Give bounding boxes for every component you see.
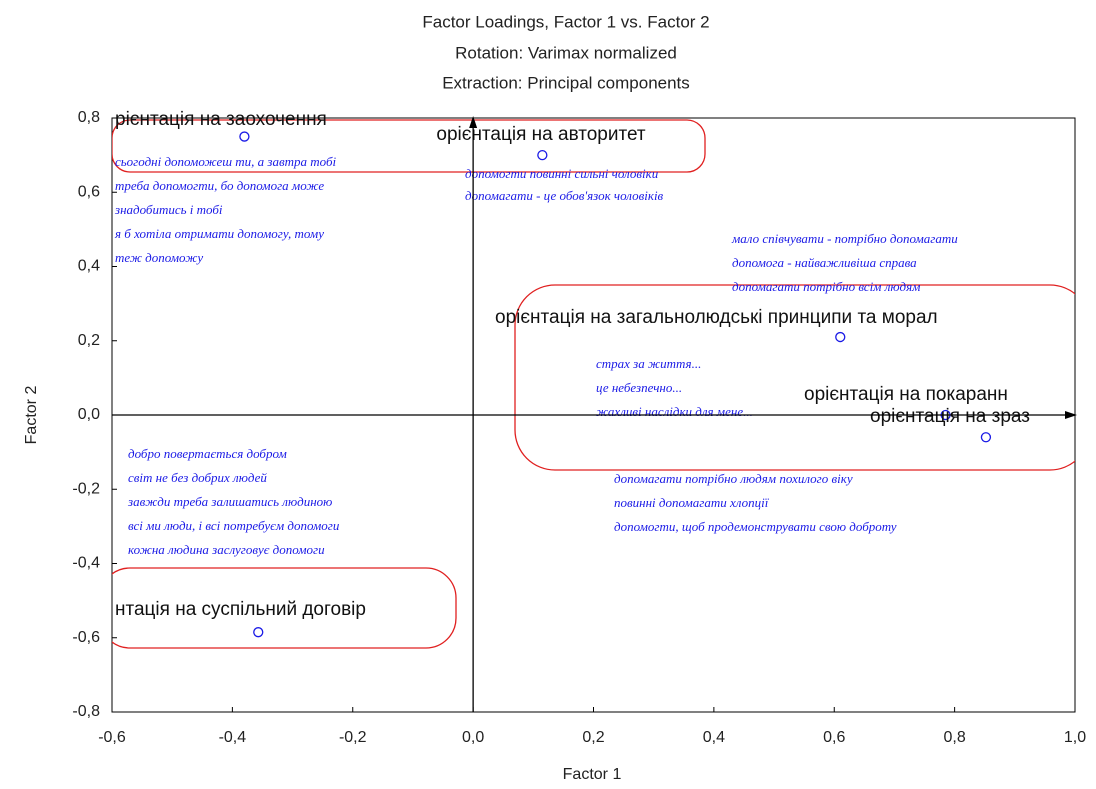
x-tick-label: 0,0 (462, 729, 484, 746)
point-label: орієнтація на зраз (870, 406, 1030, 427)
y-axis-label: Factor 2 (23, 386, 40, 445)
annotation: допомога - найважливіша справа (732, 255, 917, 270)
annotation: мало співчувати - потрібно допомагати (731, 231, 958, 246)
axis-arrow (1065, 411, 1077, 419)
point (835, 331, 846, 343)
annotation: кожна людина заслуговує допомоги (128, 542, 325, 557)
x-tick-label: 1,0 (1064, 729, 1086, 746)
y-tick-label: 0,2 (78, 332, 100, 349)
annotation: сьогодні допоможеш ти, а завтра тобі (115, 154, 337, 169)
point (253, 627, 264, 638)
y-tick-label: 0,4 (78, 258, 100, 275)
annotation: треба допомогти, бо допомога може (115, 178, 324, 193)
annotation: я б хотіла отримати допомогу, тому (114, 226, 324, 241)
x-tick-label: -0,4 (219, 729, 247, 746)
y-tick-label: 0,8 (78, 109, 100, 126)
chart-title: Factor Loadings, Factor 1 vs. Factor 2 (422, 12, 709, 31)
y-tick-label: 0,6 (78, 183, 100, 200)
x-tick-label: -0,6 (98, 729, 126, 746)
x-axis-label: Factor 1 (563, 766, 622, 783)
chart-subtitle: Extraction: Principal components (442, 73, 690, 92)
point-label: рієнтація на заохочення (115, 109, 327, 130)
annotation: теж допоможу (115, 250, 203, 265)
annotation: повинні допомагати хлопції (614, 495, 770, 510)
annotation: знадобитись і тобі (114, 202, 223, 217)
x-tick-label: 0,6 (823, 729, 845, 746)
x-tick-label: 0,8 (944, 729, 966, 746)
annotation: допомогти, щоб продемонструвати свою доб… (614, 519, 897, 534)
point (537, 149, 548, 161)
plot-area: рієнтація на заохочення орієнтація на авт… (112, 109, 1075, 649)
chart-subtitle: Rotation: Varimax normalized (455, 43, 677, 62)
annotation: світ не без добрих людей (128, 470, 267, 485)
point (239, 131, 250, 142)
annotation: допомагати потрібно всім людям (732, 279, 920, 294)
annotation: всі ми люди, і всі потребуєм допомоги (128, 518, 340, 533)
highlight (514, 284, 1075, 471)
y-tick-label: -0,6 (72, 629, 100, 646)
x-tick-label: -0,2 (339, 729, 367, 746)
x-tick-label: 0,4 (703, 729, 725, 746)
y-tick-label: -0,4 (72, 555, 100, 572)
point-label: орієнтація на загальнолюдські принципи т… (495, 307, 938, 328)
annotation: добро повертається добром (128, 446, 287, 461)
annotation: допомагати - це обов'язок чоловіків (465, 188, 664, 203)
annotation: страх за життя... (596, 356, 701, 371)
annotation: допомагати потрібно людям похилого віку (614, 471, 853, 486)
axis-arrow (469, 116, 478, 128)
annotation: завжди треба залишатись людиною (127, 494, 332, 509)
annotation: це небезпечно... (596, 380, 682, 395)
highlight (112, 119, 706, 173)
point-label: нтація на суспільний договір (115, 599, 366, 620)
point (980, 432, 992, 443)
annotation: допомогти повинні сильні чоловіки (465, 166, 659, 181)
point-label: орієнтація на покаранн (804, 384, 1008, 405)
y-tick-label: -0,2 (72, 480, 100, 497)
y-tick-label: -0,8 (72, 703, 100, 720)
y-tick-label: 0,0 (78, 406, 100, 423)
x-tick-label: 0,2 (582, 729, 604, 746)
highlight (112, 567, 457, 649)
point-label: орієнтація на авторитет (436, 124, 646, 145)
annotation: жахливі наслідки для мене... (596, 404, 753, 419)
